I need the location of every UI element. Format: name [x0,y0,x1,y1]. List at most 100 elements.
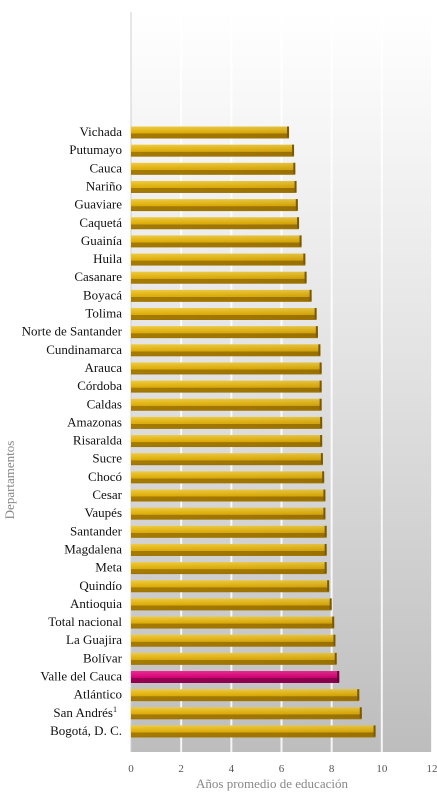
bar-cap [357,689,359,700]
bar-cap [292,145,294,156]
bar-cap [325,562,327,573]
bar [131,453,323,465]
x-tick-label: 6 [279,763,285,775]
bar [131,635,335,647]
bar-shade [131,435,322,446]
bar-cap [321,453,323,464]
bar [131,689,359,701]
bar [131,598,332,610]
bar [131,399,322,411]
bar-shade [131,272,307,283]
bar-shade [131,671,339,682]
bar-shade [131,453,323,464]
bar-cap [320,435,322,446]
bar-shade [131,145,294,156]
category-label: Chocó [88,469,122,484]
bar-cap [320,399,322,410]
bar-cap [295,181,297,192]
bar [131,163,295,175]
bar [131,326,318,338]
bar [131,544,327,556]
bar-shade [131,562,327,573]
bar [131,217,299,229]
bar-cap [325,526,327,537]
bar-cap [322,471,324,482]
bar-cap [360,707,362,718]
category-label: Santander [70,523,123,538]
bar-shade [131,344,320,355]
category-label: Norte de Santander [22,324,123,339]
bar-cap [320,381,322,392]
bar-shade [131,163,295,174]
bar-cap [310,290,312,301]
bar [131,490,325,502]
bar [131,235,302,247]
bar [131,145,294,157]
bar-shade [131,308,317,319]
bar-cap [333,635,335,646]
bar-shade [131,617,334,628]
bar-cap [296,199,298,210]
bar-shade [131,598,332,609]
bar-shade [131,635,335,646]
category-label: Arauca [84,360,122,375]
bar [131,671,339,683]
category-label: Guainía [81,233,122,248]
category-label: Quindío [79,578,122,593]
category-label: Atlántico [74,687,122,702]
category-label: Bolívar [83,650,123,665]
bar [131,308,317,320]
category-label: San Andrés1 [53,705,117,720]
bar-cap [297,217,299,228]
bar [131,580,329,592]
bar-cap [323,508,325,519]
bar-cap [320,362,322,373]
x-tick-label: 8 [329,763,335,775]
category-label: Boyacá [83,287,122,302]
category-label: Caldas [87,396,122,411]
bar-shade [131,181,297,192]
bar-cap [330,598,332,609]
category-label: Antioquia [70,596,122,611]
bar-shade [131,580,329,591]
x-tick-label: 12 [427,763,437,775]
bar-cap [337,671,339,682]
bar [131,181,297,193]
category-label: Meta [95,560,122,575]
category-label: Putumayo [69,142,122,157]
bar [131,508,325,520]
bar-cap [315,308,317,319]
category-label: Magdalena [64,541,122,556]
bar-shade [131,653,337,664]
category-label: Caquetá [79,215,122,230]
bar [131,254,305,266]
bar [131,707,362,719]
category-label: Risaralda [73,433,122,448]
category-label: Tolima [85,306,122,321]
bar [131,381,322,393]
bar-cap [374,725,376,736]
bar-shade [131,689,359,700]
x-axis-title: Años promedio de educación [196,776,348,791]
bar-cap [335,653,337,664]
x-tick-label: 4 [229,763,235,775]
bar-shade [131,362,322,373]
bar-shade [131,526,327,537]
y-axis-labels: VichadaPutumayoCaucaNariñoGuaviareCaquet… [22,124,123,738]
x-tick-label: 0 [128,763,134,775]
bar [131,362,322,374]
bar-shade [131,326,318,337]
category-label: Valle del Cauca [40,669,122,684]
bar-cap [323,490,325,501]
bar-shade [131,544,327,555]
bar [131,526,327,538]
bar [131,725,376,737]
bar-cap [325,544,327,555]
bar-cap [316,326,318,337]
footnote-marker: 1 [113,705,117,714]
bar [131,199,298,211]
bar-shade [131,381,322,392]
